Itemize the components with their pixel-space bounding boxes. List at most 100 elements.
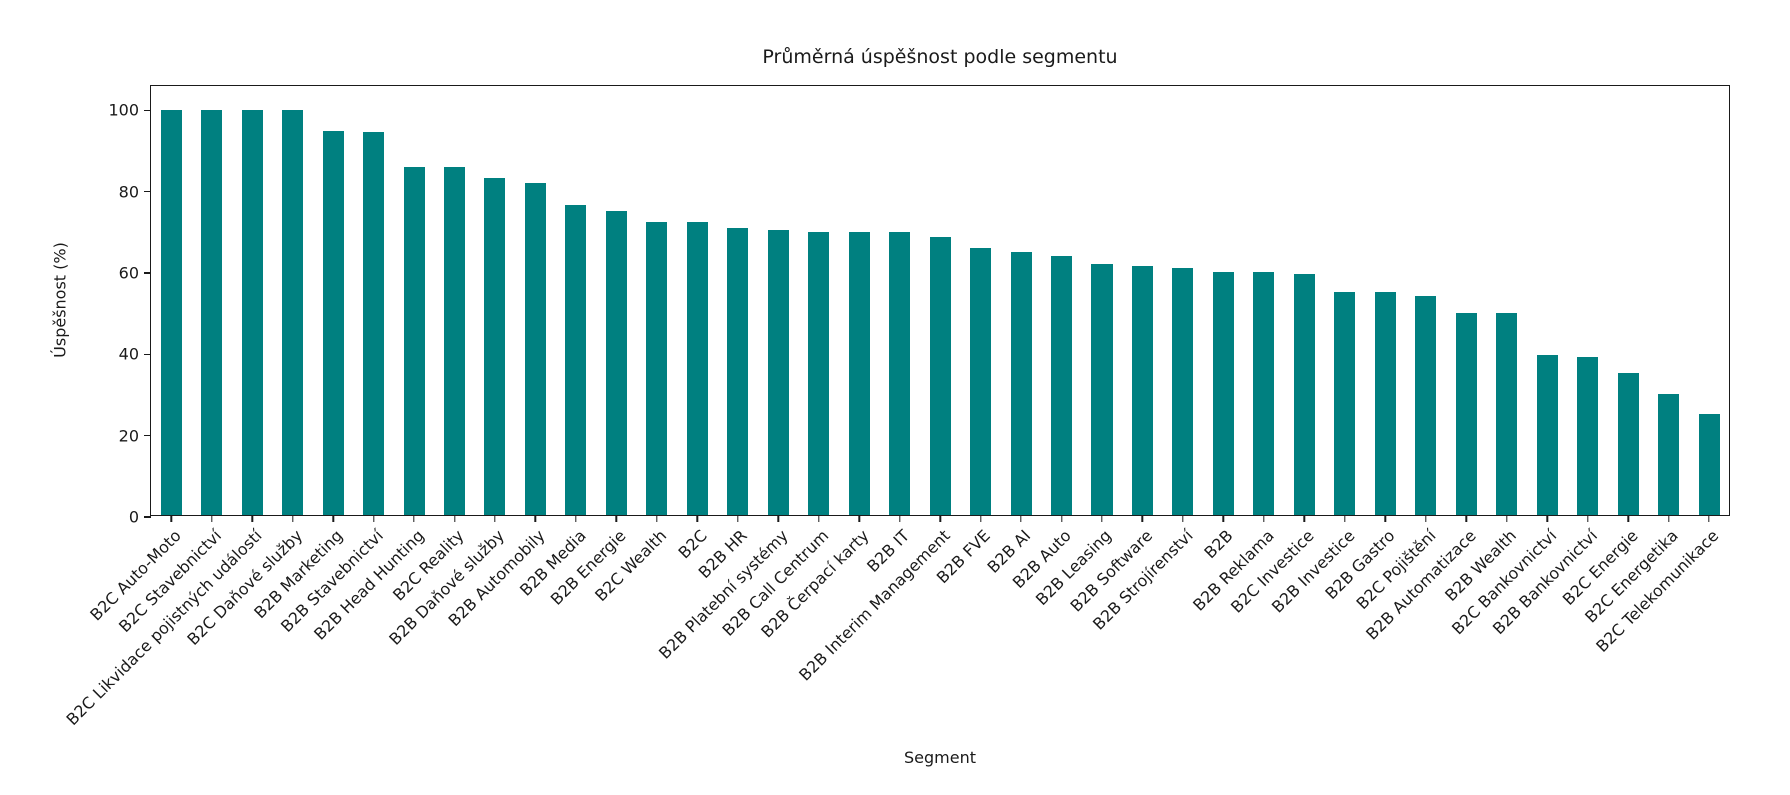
bar: [929, 237, 951, 515]
x-tick-mark: [1506, 515, 1508, 522]
x-tick-mark: [332, 515, 334, 522]
x-tick: B2B Čerpací karty: [757, 515, 879, 641]
bar-slot: [920, 86, 960, 515]
bar: [484, 177, 506, 515]
y-tick-label: 100: [108, 100, 139, 120]
bar-slot: [1608, 86, 1648, 515]
y-tick-mark: [144, 191, 151, 193]
x-tick: B2C Stavebnictví: [115, 515, 231, 636]
bar-slot: [272, 86, 312, 515]
x-tick-mark: [979, 515, 982, 522]
bar: [808, 231, 830, 515]
bar: [1091, 264, 1113, 515]
x-tick-mark: [1627, 515, 1629, 522]
x-tick-mark: [453, 515, 456, 522]
x-tick-mark: [291, 515, 294, 522]
x-tick: B2B Media: [516, 515, 596, 600]
x-tick: B2B Strojírenství: [1089, 515, 1203, 634]
bar-slot: [1244, 86, 1284, 515]
bar: [727, 227, 749, 515]
bar-slot: [515, 86, 555, 515]
x-tick: B2B Software: [1066, 515, 1162, 616]
x-tick: B2B AI: [984, 515, 1041, 577]
y-tick-label: 20: [118, 426, 139, 446]
x-tick-mark: [170, 515, 172, 522]
x-tick-mark: [494, 515, 496, 522]
x-tick-mark: [534, 515, 537, 522]
bar: [1536, 355, 1558, 515]
bar: [160, 110, 182, 515]
x-tick: B2B Energie: [547, 515, 636, 609]
bar-slot: [1527, 86, 1567, 515]
y-tick-label: 80: [118, 182, 139, 202]
bar-slot: [1446, 86, 1486, 515]
y-tick-label: 60: [118, 263, 139, 283]
bar: [686, 221, 708, 515]
bar: [767, 229, 789, 515]
x-tick: B2C Daňové služby: [183, 515, 312, 649]
y-axis-label: Úspěšnost (%): [50, 242, 70, 358]
x-tick: B2C Likvidace pojistných událostí: [63, 515, 272, 729]
x-tick-mark: [1101, 515, 1103, 522]
x-tick: B2B Gastro: [1322, 515, 1405, 603]
bar-slot: [839, 86, 879, 515]
bar: [646, 221, 668, 515]
bar-slot: [1567, 86, 1607, 515]
bar-slot: [1001, 86, 1041, 515]
x-tick: B2B Stavebnictví: [277, 515, 393, 636]
bar-slot: [313, 86, 353, 515]
x-tick: B2C Investice: [1227, 515, 1324, 617]
x-tick-mark: [818, 515, 820, 522]
bar: [848, 231, 870, 515]
bar-slot: [960, 86, 1000, 515]
x-tick: B2B Wealth: [1441, 515, 1526, 605]
x-tick-mark: [1020, 515, 1022, 522]
x-tick: B2B Auto: [1009, 515, 1081, 592]
bar-slot: [1122, 86, 1162, 515]
bar: [565, 205, 587, 515]
x-tick-mark: [1303, 515, 1306, 522]
x-tick: B2C Telekomunikace: [1592, 515, 1729, 656]
bar-slot: [556, 86, 596, 515]
x-tick: B2C Reality: [389, 515, 474, 605]
bar-slot: [1203, 86, 1243, 515]
x-tick-mark: [1344, 515, 1346, 522]
x-tick-mark: [251, 515, 253, 522]
bar: [1496, 312, 1518, 515]
bar-slot: [475, 86, 515, 515]
bar-slot: [394, 86, 434, 515]
x-tick: B2C Wealth: [591, 515, 677, 605]
bar-slot: [1325, 86, 1365, 515]
y-tick-label: 40: [118, 344, 139, 364]
x-tick: B2B Leasing: [1032, 515, 1122, 609]
bar-slot: [1284, 86, 1324, 515]
bar: [1374, 292, 1396, 515]
y-tick-mark: [144, 516, 151, 518]
x-tick-mark: [696, 515, 699, 522]
x-tick-mark: [1060, 515, 1063, 522]
bars-container: [151, 86, 1729, 515]
x-tick: B2C Auto-Moto: [86, 515, 191, 624]
bar-slot: [1163, 86, 1203, 515]
x-tick-label: B2B: [1200, 526, 1237, 563]
x-tick: B2C Pojištění: [1352, 515, 1446, 613]
bar: [605, 211, 627, 515]
bar-slot: [596, 86, 636, 515]
bar: [282, 110, 304, 515]
x-tick-mark: [656, 515, 658, 522]
x-tick: B2B Investice: [1268, 515, 1365, 617]
x-tick-mark: [1222, 515, 1225, 522]
bar: [1172, 268, 1194, 515]
bar-slot: [637, 86, 677, 515]
bar-slot: [677, 86, 717, 515]
bar-slot: [718, 86, 758, 515]
x-tick-mark: [898, 515, 901, 522]
bar: [1455, 312, 1477, 515]
bar: [1617, 373, 1639, 515]
x-tick-mark: [1546, 515, 1548, 522]
x-tick-mark: [1425, 515, 1427, 522]
bar: [1334, 292, 1356, 515]
bar: [1415, 296, 1437, 515]
chart-title: Průměrná úspěšnost podle segmentu: [762, 46, 1118, 68]
